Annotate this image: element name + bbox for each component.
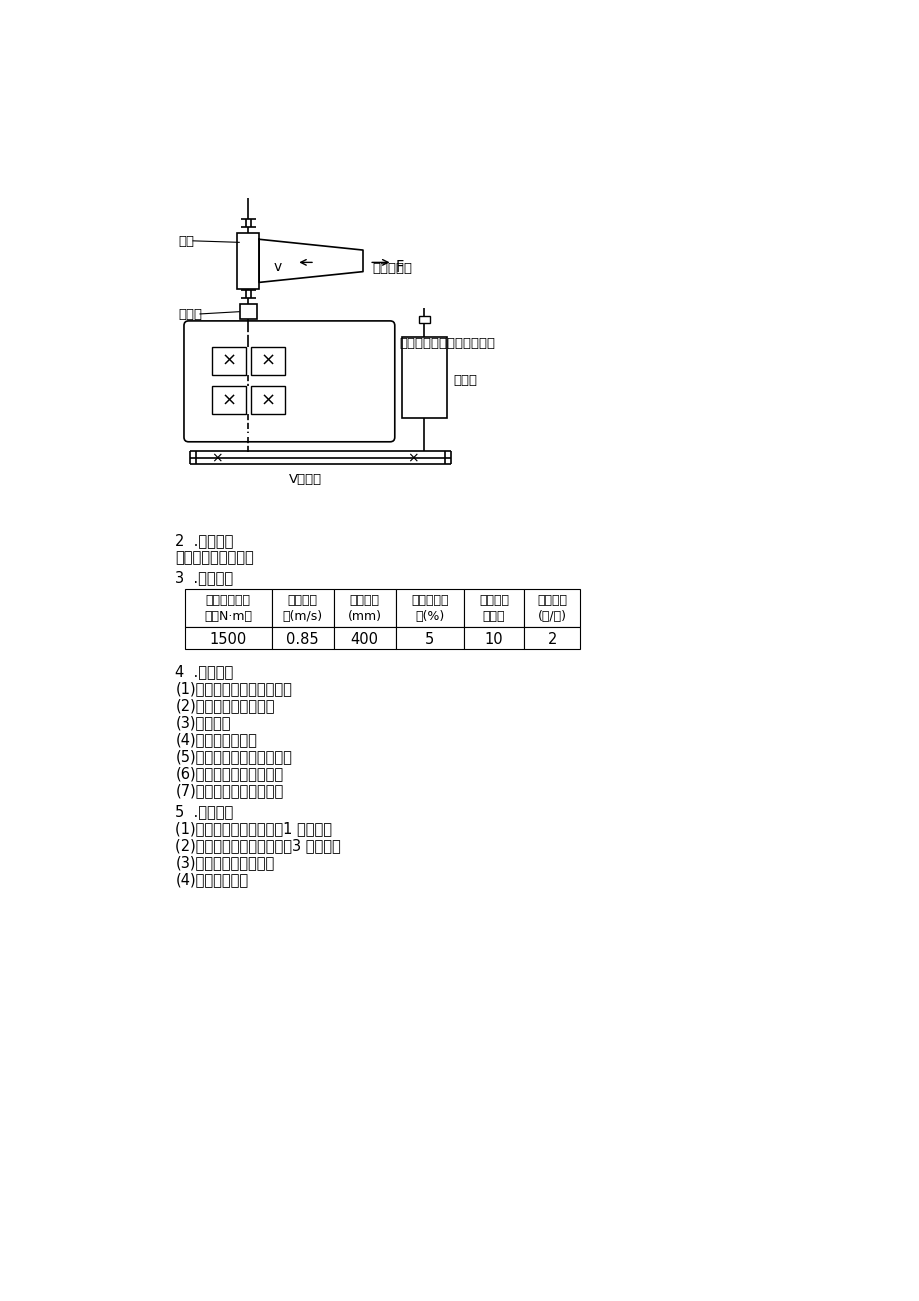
Text: 带式输送机: 带式输送机	[372, 263, 412, 276]
Bar	[402, 337, 447, 418]
FancyBboxPatch shape	[184, 321, 394, 442]
Text: 矩（N·m）: 矩（N·m）	[204, 610, 252, 623]
Bar	[271, 627, 334, 649]
Bar	[463, 589, 524, 627]
Text: 0.85: 0.85	[286, 632, 319, 647]
Bar	[237, 233, 259, 289]
Text: (3)设计计算说明书一份: (3)设计计算说明书一份	[176, 855, 275, 870]
Text: 运输带速: 运输带速	[288, 595, 317, 608]
Text: (4)装配草图一张: (4)装配草图一张	[176, 872, 248, 887]
Text: ×: ×	[260, 353, 275, 369]
Text: 2  .工作情况: 2 .工作情况	[176, 533, 233, 549]
Text: 工作平稳、单向运转: 工作平稳、单向运转	[176, 550, 254, 566]
Text: V带传动: V带传动	[289, 472, 322, 485]
Text: 卷筒: 卷筒	[178, 234, 194, 247]
Text: ×: ×	[406, 451, 418, 464]
Text: 1500: 1500	[210, 632, 246, 647]
Bar	[250, 347, 284, 375]
Bar	[185, 589, 271, 627]
Text: ×: ×	[221, 353, 236, 369]
Bar	[211, 386, 245, 414]
Text: (mm): (mm)	[347, 610, 381, 623]
Text: （年）: （年）	[482, 610, 505, 623]
Text: F: F	[395, 259, 403, 275]
Bar	[334, 589, 395, 627]
Text: (1)电动机的选择与参数计算: (1)电动机的选择与参数计算	[176, 682, 292, 696]
Text: 卷筒直径: 卷筒直径	[349, 595, 380, 608]
Text: (班/日): (班/日)	[537, 610, 566, 623]
Text: 2: 2	[547, 632, 556, 647]
Text: 3  .原始数据: 3 .原始数据	[176, 570, 233, 585]
Text: (2)斜齿轮传动设计计算: (2)斜齿轮传动设计计算	[176, 699, 275, 713]
Text: 带速允许偏: 带速允许偏	[411, 595, 448, 608]
Text: 运输机卷筒扭: 运输机卷筒扭	[206, 595, 250, 608]
Text: ×: ×	[260, 392, 275, 410]
Text: 同轴式二级圆柱齿轮减速器: 同轴式二级圆柱齿轮减速器	[399, 337, 495, 350]
Text: (2)齿轮、轴零件图各一张（3 号图纸）: (2)齿轮、轴零件图各一张（3 号图纸）	[176, 838, 341, 853]
Bar	[524, 627, 579, 649]
Bar	[211, 347, 245, 375]
Text: 400: 400	[350, 632, 378, 647]
Bar	[418, 316, 429, 323]
Text: v: v	[273, 260, 281, 275]
Text: (4)滚动轴承的选择: (4)滚动轴承的选择	[176, 732, 257, 747]
Text: ×: ×	[221, 392, 236, 410]
Text: (6)装配图、零件图的绘制: (6)装配图、零件图的绘制	[176, 766, 283, 781]
Text: 10: 10	[484, 632, 503, 647]
Text: (3)轴的设计: (3)轴的设计	[176, 716, 231, 730]
Text: (7)设计计算说明书的编写: (7)设计计算说明书的编写	[176, 783, 283, 798]
Text: 4  .设计内容: 4 .设计内容	[176, 665, 233, 679]
Text: (1)减速器总装配图１张（1 号图纸）: (1)减速器总装配图１张（1 号图纸）	[176, 821, 332, 837]
Bar	[185, 627, 271, 649]
Text: 度(m/s): 度(m/s)	[282, 610, 323, 623]
Text: 使用年限: 使用年限	[479, 595, 508, 608]
Bar	[250, 386, 284, 414]
Bar	[240, 304, 256, 319]
Bar	[395, 589, 463, 627]
Bar	[524, 589, 579, 627]
Text: 5: 5	[425, 632, 434, 647]
Text: ×: ×	[211, 451, 223, 464]
Text: (5)键和联轴器的选择与校核: (5)键和联轴器的选择与校核	[176, 749, 292, 764]
Text: 电动机: 电动机	[452, 375, 476, 388]
Bar	[334, 627, 395, 649]
Bar	[463, 627, 524, 649]
Bar	[271, 589, 334, 627]
Text: 5  .设计任务: 5 .设计任务	[176, 804, 233, 820]
Text: 工作制度: 工作制度	[537, 595, 566, 608]
Bar	[395, 627, 463, 649]
Text: 差(%): 差(%)	[414, 610, 444, 623]
Text: 联轴器: 联轴器	[178, 308, 202, 321]
